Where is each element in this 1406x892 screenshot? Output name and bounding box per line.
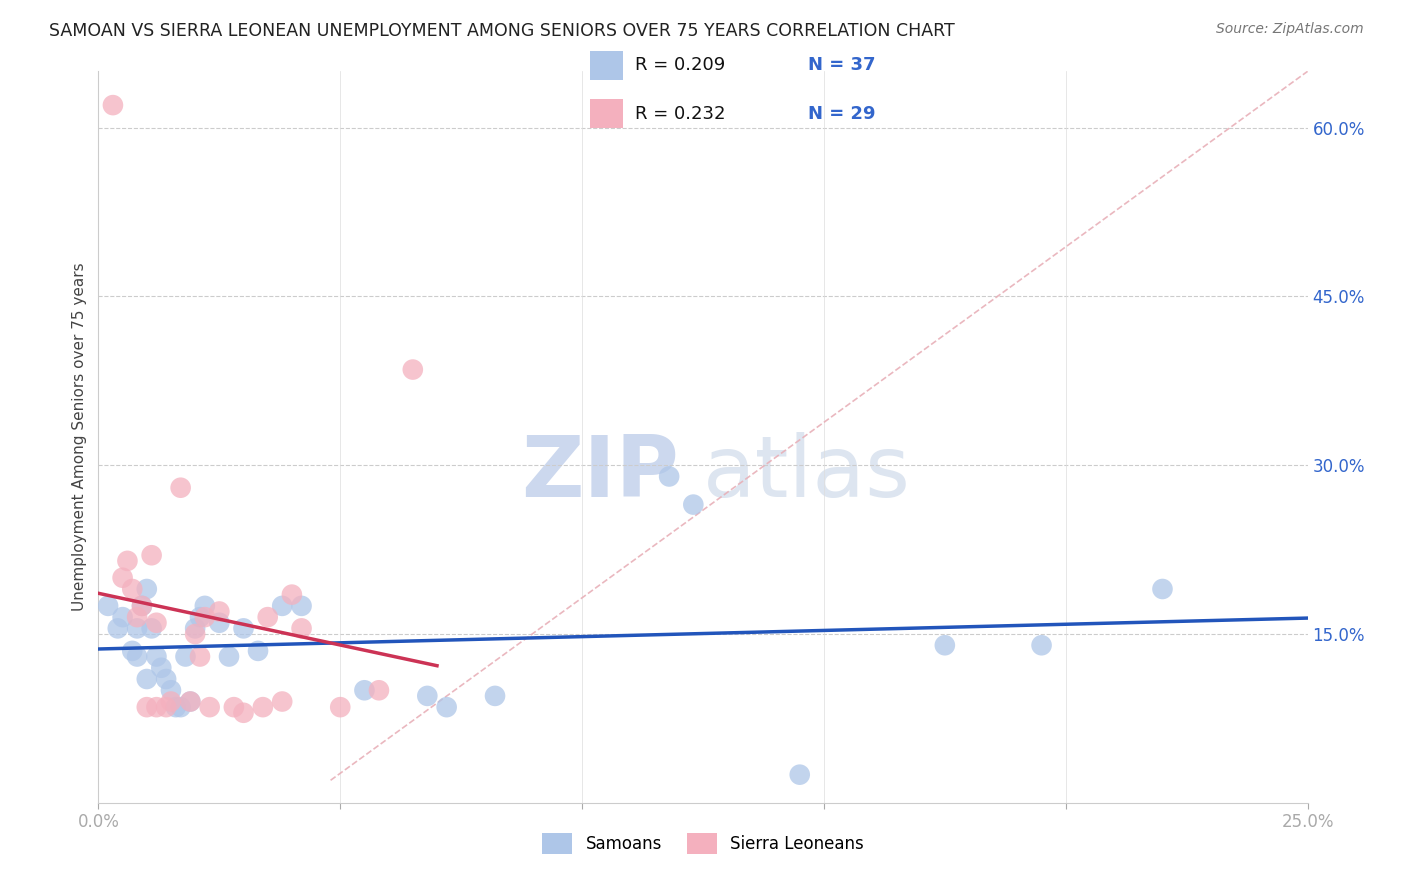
Point — [160, 694, 183, 708]
Point — [155, 700, 177, 714]
Point — [218, 649, 240, 664]
Point — [271, 599, 294, 613]
Point — [658, 469, 681, 483]
Point — [174, 649, 197, 664]
Point — [484, 689, 506, 703]
Point — [368, 683, 391, 698]
Point — [121, 582, 143, 596]
Point — [232, 621, 254, 635]
Text: R = 0.232: R = 0.232 — [634, 104, 725, 122]
Point — [198, 700, 221, 714]
Point — [436, 700, 458, 714]
Point — [179, 694, 201, 708]
FancyBboxPatch shape — [591, 99, 623, 128]
Point — [131, 599, 153, 613]
Point — [208, 605, 231, 619]
Point — [97, 599, 120, 613]
Point — [101, 98, 124, 112]
Point — [247, 644, 270, 658]
Point — [165, 700, 187, 714]
Point — [179, 694, 201, 708]
Point — [121, 644, 143, 658]
Point — [208, 615, 231, 630]
Point — [281, 588, 304, 602]
Point — [135, 700, 157, 714]
Text: Source: ZipAtlas.com: Source: ZipAtlas.com — [1216, 22, 1364, 37]
Point — [194, 599, 217, 613]
Point — [1031, 638, 1053, 652]
Text: atlas: atlas — [703, 432, 911, 516]
FancyBboxPatch shape — [591, 51, 623, 79]
Point — [188, 610, 211, 624]
Point — [353, 683, 375, 698]
Point — [135, 582, 157, 596]
Point — [145, 700, 167, 714]
Point — [194, 610, 217, 624]
Text: SAMOAN VS SIERRA LEONEAN UNEMPLOYMENT AMONG SENIORS OVER 75 YEARS CORRELATION CH: SAMOAN VS SIERRA LEONEAN UNEMPLOYMENT AM… — [49, 22, 955, 40]
Point — [789, 767, 811, 781]
Text: R = 0.209: R = 0.209 — [634, 56, 725, 74]
Text: N = 37: N = 37 — [808, 56, 876, 74]
Point — [169, 700, 191, 714]
Point — [145, 649, 167, 664]
Point — [127, 610, 149, 624]
Point — [141, 621, 163, 635]
Point — [682, 498, 704, 512]
Point — [934, 638, 956, 652]
Point — [184, 621, 207, 635]
Point — [290, 621, 312, 635]
Y-axis label: Unemployment Among Seniors over 75 years: Unemployment Among Seniors over 75 years — [72, 263, 87, 611]
Point — [169, 481, 191, 495]
Point — [127, 621, 149, 635]
Point — [271, 694, 294, 708]
Point — [145, 615, 167, 630]
Text: N = 29: N = 29 — [808, 104, 876, 122]
Point — [107, 621, 129, 635]
Point — [111, 571, 134, 585]
Point — [232, 706, 254, 720]
Point — [127, 649, 149, 664]
Legend: Samoans, Sierra Leoneans: Samoans, Sierra Leoneans — [536, 827, 870, 860]
Point — [141, 548, 163, 562]
Point — [160, 683, 183, 698]
Point — [184, 627, 207, 641]
Text: ZIP: ZIP — [522, 432, 679, 516]
Point — [111, 610, 134, 624]
Point — [402, 362, 425, 376]
Point — [135, 672, 157, 686]
Point — [252, 700, 274, 714]
Point — [290, 599, 312, 613]
Point — [256, 610, 278, 624]
Point — [1152, 582, 1174, 596]
Point — [188, 649, 211, 664]
Point — [222, 700, 245, 714]
Point — [131, 599, 153, 613]
Point — [329, 700, 352, 714]
Point — [155, 672, 177, 686]
Point — [416, 689, 439, 703]
Point — [117, 554, 139, 568]
Point — [150, 661, 173, 675]
